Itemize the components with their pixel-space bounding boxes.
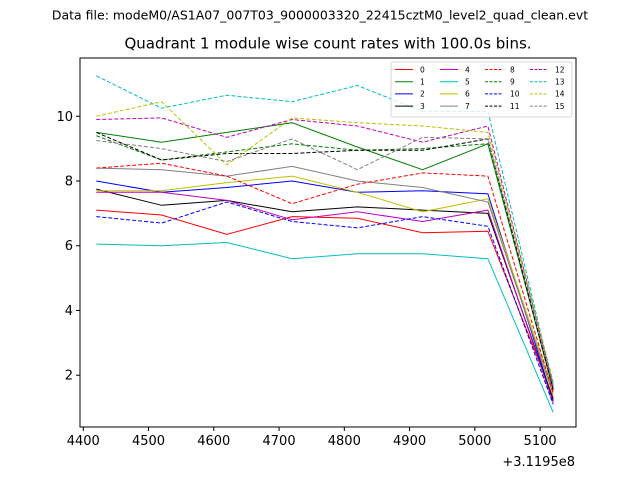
legend-label-5: 5 (465, 78, 470, 87)
axes-frame (79, 57, 577, 428)
legend-label-0: 0 (420, 65, 425, 74)
x-tick-label: 4600 (197, 434, 230, 449)
x-tick-label: 4400 (67, 434, 100, 449)
series-line-14 (96, 101, 554, 382)
x-tick-label: 4800 (328, 434, 361, 449)
legend-box (390, 61, 573, 118)
series-line-15 (96, 136, 554, 384)
x-axis-offset-label: +3.1195e8 (502, 455, 575, 470)
y-tick-label: 8 (65, 175, 73, 190)
series-line-0 (96, 209, 554, 399)
x-axis-ticks: 4400 4500 4600 4700 4800 4900 5000 5100 (67, 427, 557, 449)
series-line-13 (96, 75, 554, 386)
x-tick-label: 4500 (132, 434, 165, 449)
legend-label-13: 13 (555, 78, 565, 87)
y-tick-label: 2 (65, 369, 73, 384)
legend-label-3: 3 (420, 102, 425, 111)
y-tick-label: 6 (65, 239, 73, 254)
legend-label-11: 11 (510, 102, 520, 111)
x-tick-label: 5000 (458, 434, 491, 449)
series-line-2 (96, 180, 554, 402)
series-line-3 (96, 188, 554, 400)
x-tick-label: 4900 (393, 434, 426, 449)
series-lines (96, 75, 554, 413)
legend-label-6: 6 (465, 90, 470, 99)
x-tick-label: 4700 (263, 434, 296, 449)
legend-label-14: 14 (555, 90, 565, 99)
legend-label-9: 9 (510, 78, 515, 87)
series-line-5 (96, 241, 554, 413)
legend-label-2: 2 (420, 90, 425, 99)
series-line-6 (96, 175, 554, 392)
series-line-4 (96, 191, 554, 403)
legend-label-10: 10 (510, 90, 520, 99)
series-line-1 (96, 122, 554, 390)
series-line-10 (96, 201, 554, 405)
legend-label-1: 1 (420, 78, 425, 87)
y-tick-label: 4 (65, 304, 73, 319)
figure-suptitle: Data file: modeM0/AS1A07_007T03_90000033… (52, 8, 588, 23)
chart-title: Quadrant 1 module wise count rates with … (124, 35, 531, 53)
series-line-11 (96, 131, 554, 390)
legend-label-15: 15 (555, 102, 565, 111)
series-line-7 (96, 165, 554, 395)
legend-label-4: 4 (465, 65, 470, 74)
series-line-8 (96, 162, 554, 394)
y-tick-label: 10 (56, 110, 73, 125)
legend-label-8: 8 (510, 65, 515, 74)
legend-label-7: 7 (465, 102, 470, 111)
x-tick-label: 5100 (524, 434, 557, 449)
legend-label-12: 12 (555, 65, 565, 74)
y-axis-ticks: 2 4 6 8 10 (56, 110, 80, 384)
series-line-12 (96, 117, 554, 387)
